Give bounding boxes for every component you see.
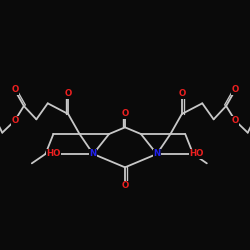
Text: HO: HO [190,150,204,158]
Text: O: O [11,86,18,94]
Text: O: O [178,90,186,98]
Text: O: O [232,116,239,125]
Text: N: N [153,150,160,158]
Text: O: O [11,116,18,125]
Text: N: N [90,150,97,158]
Text: O: O [64,90,72,98]
Text: O: O [232,86,239,94]
Text: O: O [122,110,128,118]
Text: O: O [122,182,128,190]
Text: HO: HO [46,150,60,158]
